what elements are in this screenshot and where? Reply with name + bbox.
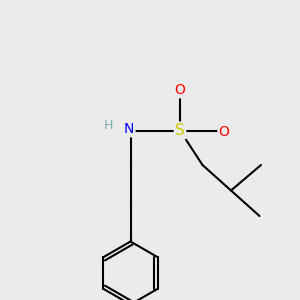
- Text: O: O: [219, 125, 230, 139]
- Text: S: S: [175, 123, 185, 138]
- Text: H: H: [103, 118, 113, 132]
- Text: N: N: [124, 122, 134, 136]
- Text: O: O: [175, 83, 185, 97]
